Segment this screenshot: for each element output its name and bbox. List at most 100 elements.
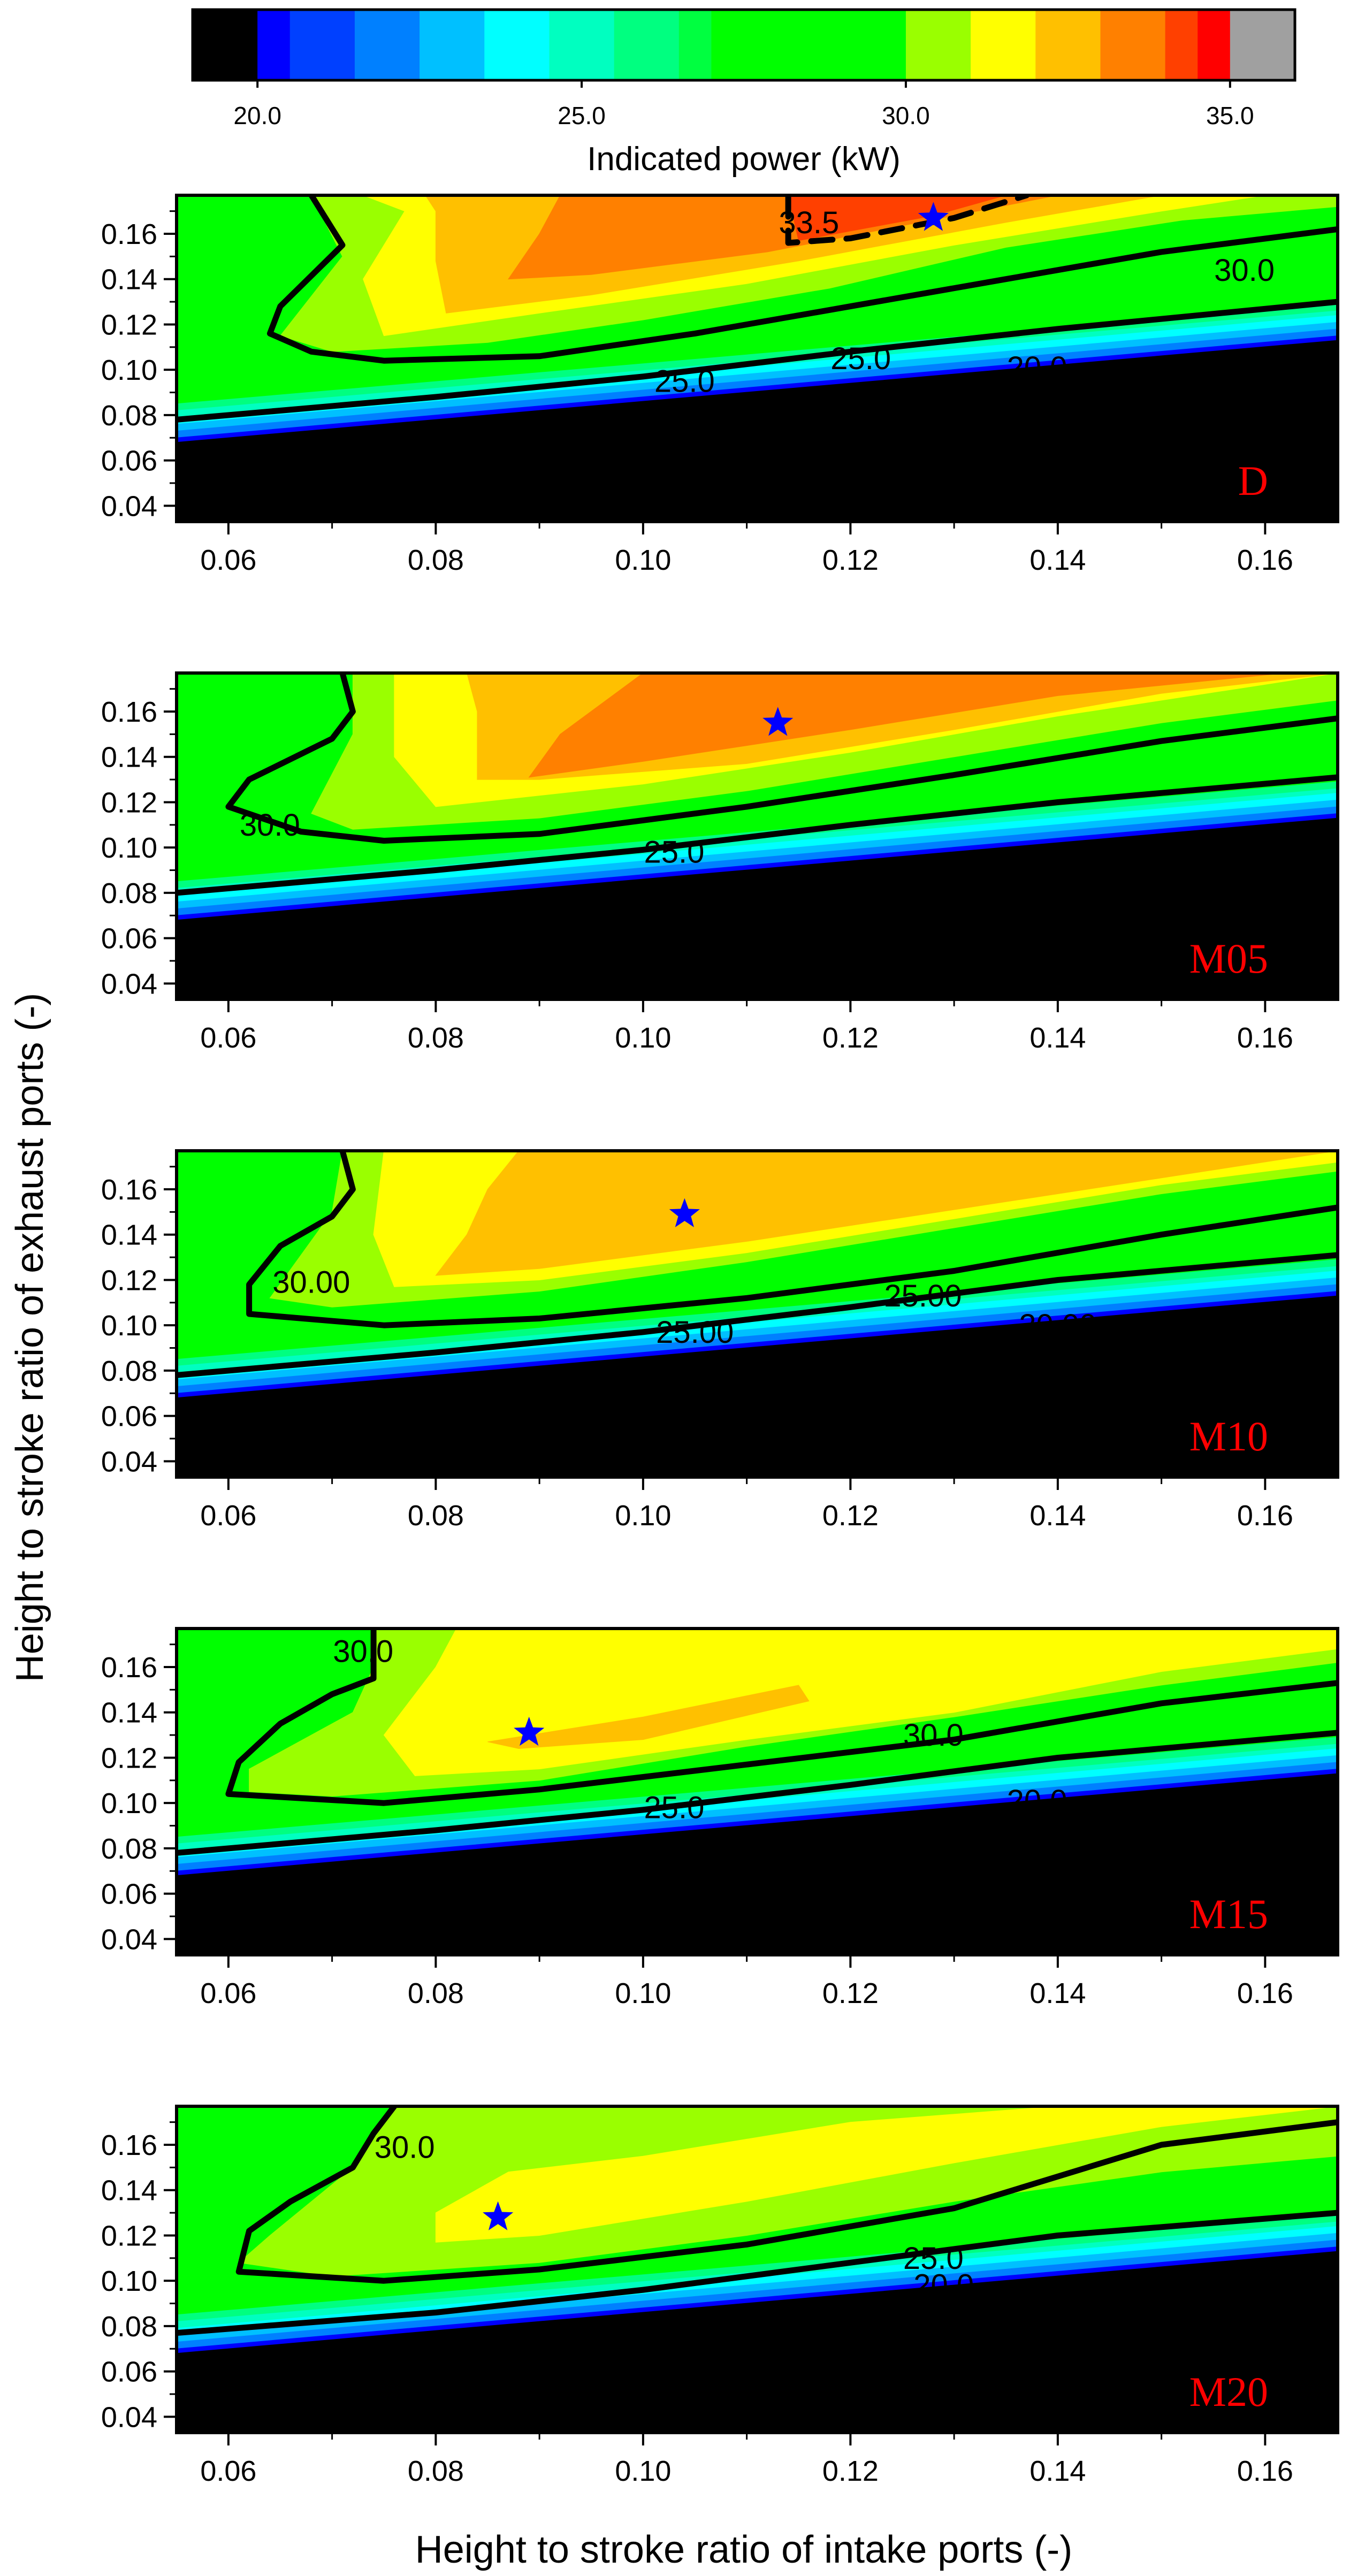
- x-tick-label: 0.10: [615, 2455, 671, 2487]
- contour-region-8: [177, 2246, 1338, 2354]
- contour-line-0: [225, 673, 1338, 844]
- y-tick-label: 0.06: [101, 923, 157, 955]
- contour-label: 25.00: [884, 1279, 962, 1313]
- panel-label-d: D: [1238, 457, 1268, 504]
- colorbar-swatch-10: [905, 10, 971, 80]
- colorbar-ticks: 20.0 25.0 30.0 35.0: [233, 80, 1254, 129]
- y-tick-label: 0.08: [101, 2311, 157, 2343]
- x-tick-label: 0.06: [200, 1022, 256, 1054]
- colorbar-tick-label: 30.0: [882, 102, 930, 129]
- contour-label: 25.0: [644, 835, 705, 870]
- contour-region-8: [177, 1762, 1338, 1871]
- contour-label: 20.0: [1007, 1784, 1067, 1818]
- colorbar: 20.0 25.0 30.0 35.0 Indicated power (kW): [191, 8, 1296, 178]
- colorbar-swatches: [193, 10, 1295, 80]
- contour-region-11: [177, 335, 1338, 443]
- x-tick-label: 0.12: [822, 1977, 879, 2009]
- y-tick-label: 0.10: [101, 354, 157, 386]
- x-tick-label: 0.16: [1237, 2455, 1293, 2487]
- x-tick-label: 0.16: [1237, 544, 1293, 576]
- x-tick-label: 0.06: [200, 1977, 256, 2009]
- plot-frame: [175, 1627, 1339, 1956]
- x-tick-label: 0.06: [200, 1500, 256, 1532]
- optimum-star-marker: [514, 1716, 545, 1746]
- y-tick-label: 0.16: [101, 1652, 157, 1684]
- y-tick-label: 0.06: [101, 1401, 157, 1433]
- optimum-star-marker: [762, 707, 794, 736]
- contour-line-1: [177, 1252, 1338, 1378]
- y-tick-label: 0.14: [101, 264, 157, 296]
- colorbar-swatch-6: [549, 10, 615, 80]
- x-tick-label: 0.12: [822, 1500, 879, 1532]
- y-tick-label: 0.14: [101, 742, 157, 774]
- contour-region-12: [177, 340, 1338, 522]
- colorbar-swatch-16: [1230, 10, 1295, 80]
- y-tick-label: 0.12: [101, 2220, 157, 2252]
- contour-region-9: [177, 1291, 1338, 1398]
- y-tick-label: 0.10: [101, 2265, 157, 2297]
- colorbar-swatch-7: [614, 10, 680, 80]
- panel-d: 33.5 30.0 25.0 25.0 20.0 D 0.06 0.08 0.10 0.12 0.1…: [101, 194, 1339, 576]
- contour-label: 20.0: [1007, 350, 1067, 385]
- y-tick-label: 0.08: [101, 1833, 157, 1865]
- y-tick-label: 0.06: [101, 2356, 157, 2388]
- y-tick-label: 0.08: [101, 400, 157, 432]
- contour-label: 25.0: [654, 364, 715, 399]
- contour-region-4: [528, 673, 1286, 778]
- colorbar-swatch-13: [1100, 10, 1166, 80]
- plot-frame: [175, 1149, 1339, 1479]
- y-tick-label: 0.12: [101, 786, 157, 819]
- x-tick-label: 0.12: [822, 2455, 879, 2487]
- contour-line-1: [177, 774, 1338, 896]
- x-tick-label: 0.08: [408, 544, 464, 576]
- x-tick-label: 0.14: [1029, 1500, 1086, 1532]
- contour-line-0: [235, 2106, 1338, 2284]
- panel-m05: 30.0 25.0 20.0 M05 0.06 0.08 0.10 0.12 0.14 0.16 0…: [101, 671, 1339, 1054]
- y-tick-label: 0.06: [101, 445, 157, 477]
- contour-region-9: [177, 806, 1338, 916]
- y-tick-label: 0.10: [101, 832, 157, 864]
- x-tick-label: 0.10: [615, 1500, 671, 1532]
- colorbar-tick-label: 20.0: [233, 102, 281, 129]
- y-tick-label: 0.14: [101, 1219, 157, 1251]
- contour-label: 30.0: [903, 1718, 964, 1753]
- y-tick-label: 0.08: [101, 877, 157, 909]
- x-tick-label: 0.10: [615, 544, 671, 576]
- x-axis-title: Height to stroke ratio of intake ports (…: [415, 2528, 1073, 2571]
- contour-plot-area: 30.0 25.0 20.0: [177, 673, 1338, 999]
- contour-label: 20.0: [913, 2268, 974, 2303]
- y-tick-label: 0.04: [101, 1923, 157, 1955]
- contour-plot-area: 33.5 30.0 25.0 25.0 20.0: [177, 195, 1338, 522]
- contour-region-10: [177, 813, 1338, 921]
- x-tick-label: 0.12: [822, 544, 879, 576]
- y-tick-label: 0.08: [101, 1355, 157, 1387]
- y-tick-label: 0.16: [101, 1174, 157, 1206]
- y-tick-label: 0.12: [101, 309, 157, 341]
- y-tick-label: 0.14: [101, 1697, 157, 1729]
- panel-m10: 30.00 25.00 25.00 20.00 M10 0.06 0.08 0.10 0.12 0…: [101, 1149, 1339, 1532]
- contour-label: 33.5: [779, 205, 839, 240]
- y-tick-label: 0.04: [101, 1446, 157, 1478]
- x-tick-label: 0.16: [1237, 1500, 1293, 1532]
- contour-label: 25.0: [903, 2241, 964, 2276]
- contour-region-9: [177, 2251, 1338, 2433]
- colorbar-swatch-8: [678, 10, 712, 80]
- contour-region-11: [177, 817, 1338, 999]
- x-tick-label: 0.14: [1029, 1977, 1086, 2009]
- y-tick-label: 0.04: [101, 490, 157, 522]
- x-tick-label: 0.16: [1237, 1022, 1293, 1054]
- x-tick-label: 0.06: [200, 544, 256, 576]
- colorbar-swatch-5: [484, 10, 550, 80]
- contour-line-1: [177, 2210, 1338, 2336]
- contour-line-0: [225, 1629, 1338, 1806]
- x-tick-label: 0.14: [1029, 544, 1086, 576]
- contour-line-1: [177, 1730, 1338, 1856]
- plot-frame: [175, 2105, 1339, 2434]
- panel-m20: 30.0 25.020.0 M20 0.06 0.08 0.10 0.12 0.14 0.16 0…: [101, 2105, 1339, 2487]
- y-tick-label: 0.10: [101, 1310, 157, 1342]
- colorbar-title: Indicated power (kW): [587, 141, 901, 178]
- panels: 33.530.025.025.0 20.0D0.06 0.08 0.10 0.12 0.1…: [101, 194, 1339, 2487]
- y-tick-label: 0.04: [101, 968, 157, 1000]
- y-tick-label: 0.14: [101, 2175, 157, 2207]
